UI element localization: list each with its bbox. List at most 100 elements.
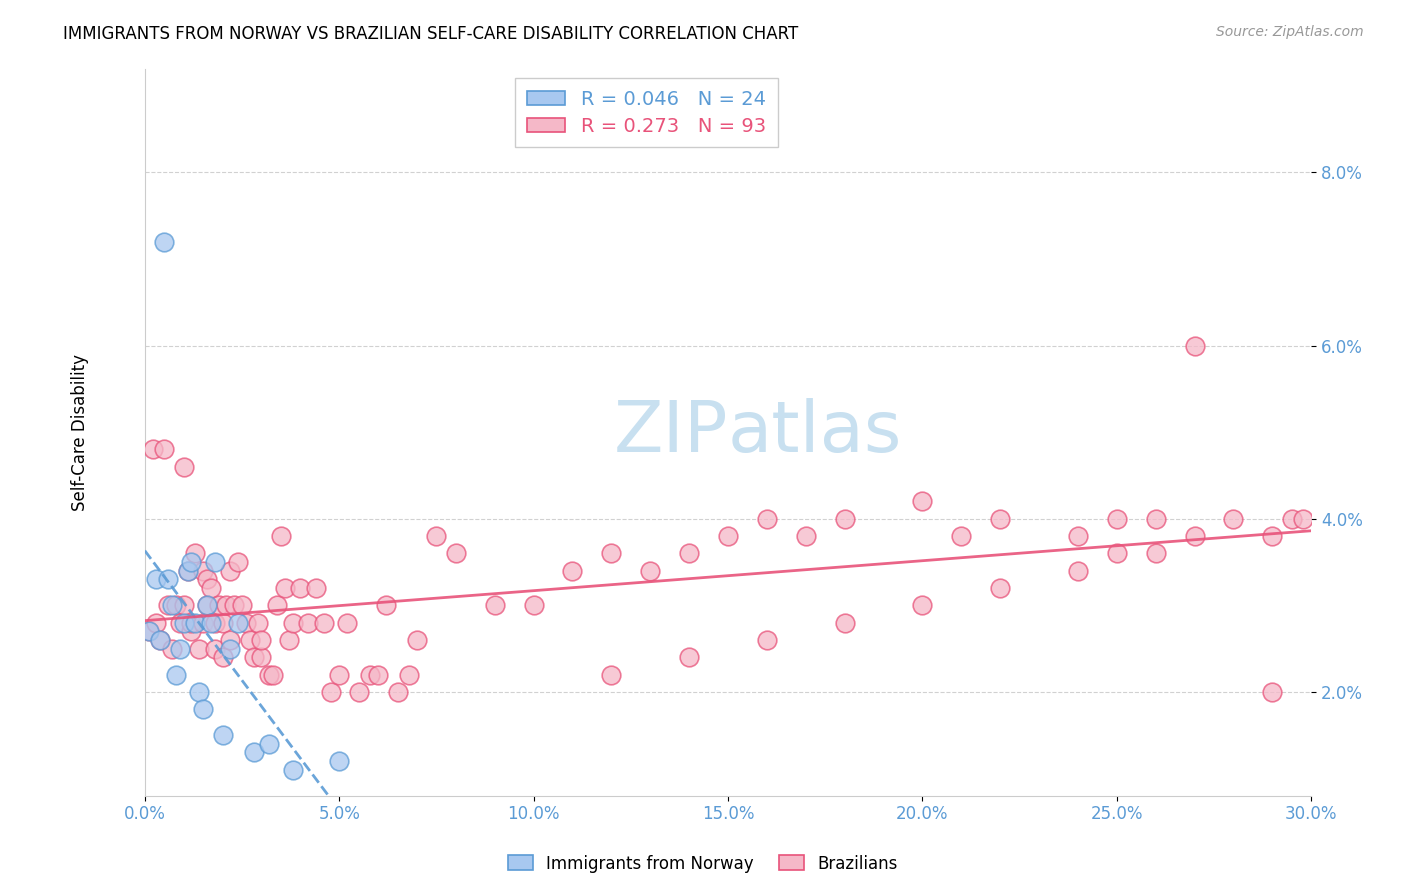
Point xyxy=(794,529,817,543)
Point xyxy=(1105,546,1128,560)
Point xyxy=(297,615,319,630)
Point xyxy=(157,572,180,586)
Point xyxy=(242,650,264,665)
Point xyxy=(1261,685,1284,699)
Legend: R = 0.046   N = 24, R = 0.273   N = 93: R = 0.046 N = 24, R = 0.273 N = 93 xyxy=(515,78,778,147)
Point xyxy=(257,737,280,751)
Point xyxy=(211,650,233,665)
Point xyxy=(157,599,180,613)
Point xyxy=(191,615,214,630)
Point xyxy=(208,599,231,613)
Point xyxy=(328,754,350,768)
Point xyxy=(834,615,856,630)
Point xyxy=(321,685,343,699)
Point xyxy=(387,685,409,699)
Point xyxy=(988,581,1011,595)
Point xyxy=(1292,512,1315,526)
Point xyxy=(250,650,273,665)
Point xyxy=(153,442,176,457)
Point xyxy=(1222,512,1244,526)
Point xyxy=(153,235,176,249)
Point xyxy=(755,512,778,526)
Point xyxy=(149,632,172,647)
Point xyxy=(1261,529,1284,543)
Point xyxy=(180,615,202,630)
Point xyxy=(281,763,304,777)
Point xyxy=(176,564,198,578)
Point xyxy=(169,615,191,630)
Point xyxy=(188,641,211,656)
Point xyxy=(374,599,396,613)
Point xyxy=(406,632,429,647)
Point xyxy=(160,641,183,656)
Point xyxy=(250,632,273,647)
Point xyxy=(911,599,934,613)
Point xyxy=(444,546,467,560)
Point xyxy=(600,667,623,681)
Point xyxy=(173,615,195,630)
Point xyxy=(165,599,187,613)
Legend: Immigrants from Norway, Brazilians: Immigrants from Norway, Brazilians xyxy=(502,848,904,880)
Point xyxy=(523,599,546,613)
Point xyxy=(224,599,246,613)
Point xyxy=(173,599,195,613)
Point xyxy=(184,546,207,560)
Point xyxy=(367,667,389,681)
Point xyxy=(1144,512,1167,526)
Point xyxy=(211,728,233,742)
Point xyxy=(200,615,222,630)
Point xyxy=(398,667,420,681)
Point xyxy=(211,615,233,630)
Point xyxy=(312,615,335,630)
Point xyxy=(1144,546,1167,560)
Point xyxy=(347,685,370,699)
Point xyxy=(277,632,299,647)
Point xyxy=(246,615,269,630)
Point xyxy=(180,555,202,569)
Point xyxy=(262,667,284,681)
Point xyxy=(138,624,160,639)
Point xyxy=(149,632,172,647)
Point xyxy=(195,599,218,613)
Point xyxy=(638,564,661,578)
Point xyxy=(219,564,242,578)
Point xyxy=(305,581,328,595)
Point xyxy=(145,615,167,630)
Point xyxy=(834,512,856,526)
Point xyxy=(484,599,506,613)
Point xyxy=(359,667,381,681)
Text: atlas: atlas xyxy=(728,398,903,467)
Point xyxy=(204,555,226,569)
Point xyxy=(281,615,304,630)
Point xyxy=(138,624,160,639)
Point xyxy=(242,746,264,760)
Point xyxy=(755,632,778,647)
Point xyxy=(425,529,447,543)
Point xyxy=(1281,512,1303,526)
Point xyxy=(270,529,292,543)
Point xyxy=(600,546,623,560)
Point xyxy=(219,641,242,656)
Point xyxy=(165,667,187,681)
Point xyxy=(226,555,249,569)
Point xyxy=(204,615,226,630)
Point xyxy=(145,572,167,586)
Y-axis label: Self-Care Disability: Self-Care Disability xyxy=(72,353,89,510)
Point xyxy=(678,546,700,560)
Point xyxy=(188,685,211,699)
Point xyxy=(200,581,222,595)
Point xyxy=(195,572,218,586)
Point xyxy=(235,615,257,630)
Point xyxy=(226,615,249,630)
Point xyxy=(204,641,226,656)
Point xyxy=(678,650,700,665)
Point xyxy=(257,667,280,681)
Text: IMMIGRANTS FROM NORWAY VS BRAZILIAN SELF-CARE DISABILITY CORRELATION CHART: IMMIGRANTS FROM NORWAY VS BRAZILIAN SELF… xyxy=(63,25,799,43)
Point xyxy=(1105,512,1128,526)
Point xyxy=(1067,529,1090,543)
Text: Source: ZipAtlas.com: Source: ZipAtlas.com xyxy=(1216,25,1364,39)
Point xyxy=(231,599,253,613)
Point xyxy=(290,581,312,595)
Point xyxy=(717,529,740,543)
Point xyxy=(180,624,202,639)
